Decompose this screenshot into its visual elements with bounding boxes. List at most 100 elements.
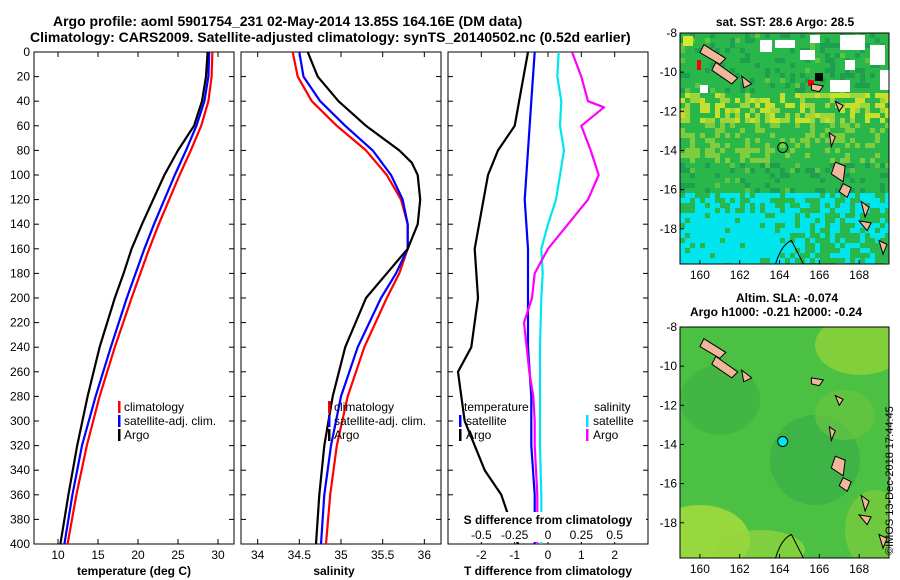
sst-cell bbox=[775, 123, 780, 128]
sst-cell bbox=[790, 168, 795, 173]
sst-cell bbox=[715, 233, 720, 238]
sst-cell bbox=[695, 258, 700, 263]
sst-cell bbox=[765, 148, 770, 153]
sst-cell bbox=[690, 143, 695, 148]
sst-cell bbox=[745, 118, 750, 123]
sst-cell bbox=[750, 238, 755, 243]
sst-hot-cell bbox=[815, 73, 823, 81]
sst-cell bbox=[685, 193, 690, 198]
legend-swatch-satellite bbox=[328, 415, 331, 427]
sst-cell bbox=[775, 118, 780, 123]
sst-cell bbox=[680, 188, 685, 193]
sst-cell bbox=[860, 78, 865, 83]
sst-cell bbox=[730, 248, 735, 253]
sst-cell bbox=[840, 208, 845, 213]
y-tick-label: 240 bbox=[10, 340, 30, 354]
sla-blob bbox=[715, 530, 805, 558]
sst-cell bbox=[855, 83, 860, 88]
sst-cell bbox=[740, 178, 745, 183]
sst-cell bbox=[715, 158, 720, 163]
sst-cell bbox=[745, 93, 750, 98]
sst-cell bbox=[880, 203, 885, 208]
sst-cell bbox=[805, 153, 810, 158]
sst-cell bbox=[830, 198, 835, 203]
sst-cell bbox=[690, 168, 695, 173]
sst-cell bbox=[790, 208, 795, 213]
sst-cell bbox=[870, 143, 875, 148]
sst-cell bbox=[725, 258, 730, 263]
sst-cell bbox=[695, 153, 700, 158]
sst-cell bbox=[725, 223, 730, 228]
sst-cell bbox=[745, 248, 750, 253]
sst-cell bbox=[880, 163, 885, 168]
sst-cell bbox=[710, 223, 715, 228]
sst-cell bbox=[785, 218, 790, 223]
island-shape bbox=[838, 477, 852, 493]
sst-cell bbox=[815, 223, 820, 228]
sst-cell bbox=[800, 33, 805, 38]
sst-cell bbox=[685, 73, 690, 78]
sst-cell bbox=[720, 243, 725, 248]
sst-cell bbox=[880, 218, 885, 223]
sst-cell bbox=[835, 138, 840, 143]
sst-cell bbox=[820, 203, 825, 208]
sst-cell bbox=[685, 228, 690, 233]
salinity-axes-box bbox=[240, 51, 442, 545]
sst-cell bbox=[735, 238, 740, 243]
sst-cell bbox=[820, 213, 825, 218]
sst-cell bbox=[730, 208, 735, 213]
sst-cell bbox=[830, 43, 835, 48]
sst-cell bbox=[685, 198, 690, 203]
sst-cell bbox=[870, 228, 875, 233]
sst-cell bbox=[685, 168, 690, 173]
map-y-tick-label: -8 bbox=[666, 26, 677, 40]
sst-cell bbox=[830, 63, 835, 68]
sst-cell bbox=[860, 248, 865, 253]
sst-cell bbox=[860, 48, 865, 53]
sst-cell bbox=[725, 88, 730, 93]
y-tick-label: 60 bbox=[17, 119, 31, 133]
sst-map-ticks: 160 162 164 166 168 -8 -10 -12 -14 -16 -18 bbox=[660, 26, 870, 282]
sst-cell bbox=[830, 158, 835, 163]
sst-cell bbox=[715, 108, 720, 113]
sst-cell bbox=[790, 258, 795, 263]
sst-cell bbox=[885, 203, 889, 208]
sst-cell bbox=[850, 178, 855, 183]
salinity-difference-ticks: -0.5 -0.25 0 0.25 0.5 bbox=[471, 528, 623, 542]
sst-cell bbox=[870, 73, 875, 78]
y-tick-label: 140 bbox=[10, 217, 30, 231]
difference-panel: -2 -1 0 1 2 T difference from climatology S … bbox=[447, 51, 649, 578]
sst-cell bbox=[775, 243, 780, 248]
sst-cell bbox=[800, 228, 805, 233]
sst-cell bbox=[795, 83, 800, 88]
sst-cell bbox=[845, 68, 850, 73]
sst-cell bbox=[800, 203, 805, 208]
temperature-series bbox=[59, 52, 214, 544]
sst-cell bbox=[790, 218, 795, 223]
map-x-tick-label: 166 bbox=[809, 268, 829, 282]
temperature-xlabel: temperature (deg C) bbox=[77, 564, 191, 578]
sst-cell bbox=[885, 223, 889, 228]
sst-cell bbox=[695, 233, 700, 238]
sst-cell bbox=[810, 218, 815, 223]
sst-cell bbox=[875, 233, 880, 238]
sst-cell bbox=[840, 203, 845, 208]
sst-cell bbox=[755, 158, 760, 163]
sst-cell bbox=[735, 73, 740, 78]
sst-cell bbox=[805, 228, 810, 233]
sst-cell bbox=[745, 243, 750, 248]
sst-cell bbox=[725, 178, 730, 183]
s-tick-label: 0.5 bbox=[606, 528, 623, 542]
sla-map-title: Altim. SLA: -0.074 bbox=[736, 291, 838, 305]
sst-cell bbox=[765, 203, 770, 208]
sst-cell bbox=[720, 233, 725, 238]
sst-cell bbox=[810, 128, 815, 133]
sst-cell bbox=[865, 83, 870, 88]
sst-cell bbox=[800, 238, 805, 243]
sst-cell bbox=[845, 93, 850, 98]
sst-cell bbox=[765, 243, 770, 248]
sst-cell bbox=[790, 213, 795, 218]
map-x-tick-label: 162 bbox=[730, 268, 750, 282]
y-tick-label: 300 bbox=[10, 414, 30, 428]
sst-cell bbox=[885, 193, 889, 198]
